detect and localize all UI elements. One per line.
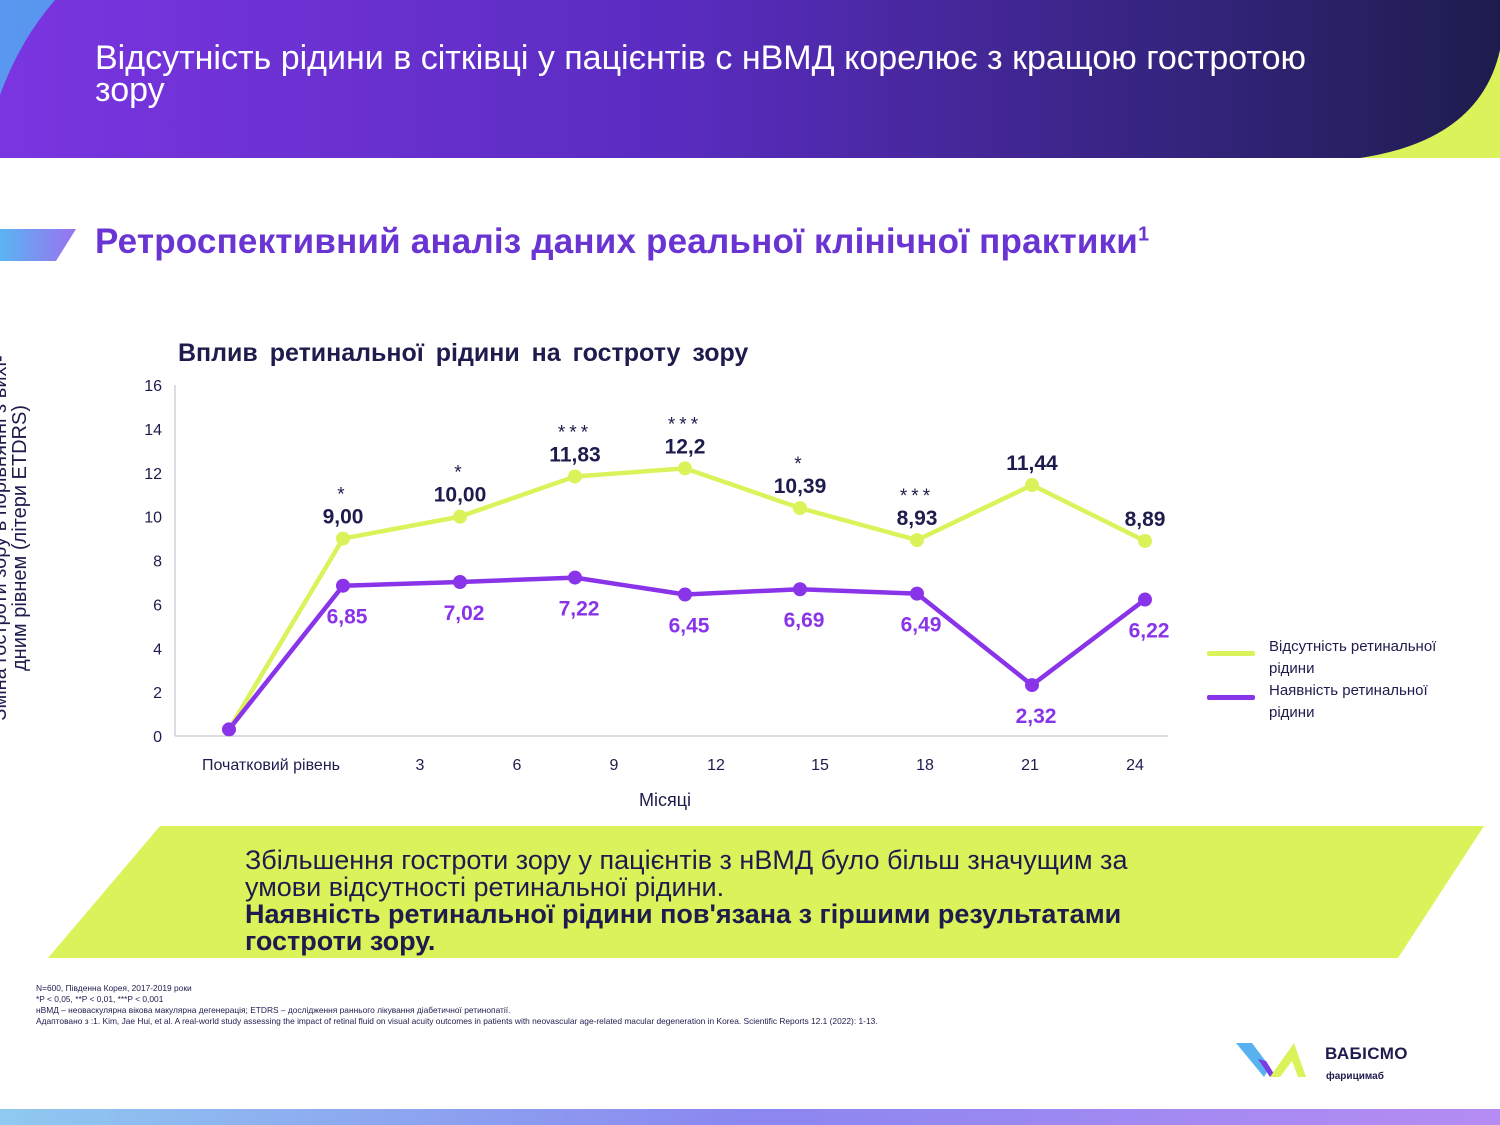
conclusion-line-2: умови відсутності ретинальної рідини.: [245, 872, 725, 902]
data-label: 8,89: [1125, 508, 1166, 531]
x-tick-label: 6: [513, 757, 522, 774]
x-tick-label: 24: [1126, 757, 1144, 774]
x-tick-label: 9: [610, 757, 619, 774]
data-point: [568, 469, 582, 484]
y-tick-label: 12: [144, 466, 162, 483]
data-label: 6,69: [784, 609, 825, 632]
x-tick-label: 3: [416, 757, 425, 774]
footnote-reference: Адаптовано з :1. Kim, Jae Hui, et al. A …: [36, 1016, 878, 1026]
data-point: [678, 461, 692, 476]
y-tick-label: 8: [153, 554, 162, 571]
significance-marker: *: [454, 463, 465, 484]
data-point: [222, 722, 236, 737]
data-label: 10,00: [434, 484, 487, 507]
data-label: 8,93: [897, 507, 938, 530]
data-point: [793, 582, 807, 597]
data-point: [453, 509, 467, 524]
y-tick-label: 2: [153, 685, 162, 702]
section-title-footnote-ref: 1: [1137, 223, 1150, 246]
x-tick-label: Початковий рівень: [202, 757, 340, 774]
data-label: 10,39: [774, 475, 827, 498]
data-point: [678, 587, 692, 602]
conclusion-line-1: Збільшення гостроти зору у пацієнтів з н…: [245, 845, 1128, 875]
legend-label-present: Наявність ретинальної рідини: [1269, 682, 1428, 721]
data-point: [1138, 533, 1152, 548]
y-tick-label: 6: [153, 597, 162, 614]
significance-marker: ***: [558, 422, 592, 443]
data-point: [336, 531, 350, 546]
chart-title: Вплив ретинальної рідини на гостроту зор…: [178, 339, 749, 367]
data-point: [910, 533, 924, 548]
bottom-decoration-bar: [0, 1109, 1500, 1125]
x-tick-label: 21: [1021, 757, 1039, 774]
chart-legend: Відсутність ретинальної рідини Наявність …: [1207, 636, 1477, 724]
page-title: Відсутність рідини в сітківці у пацієнті…: [95, 39, 1307, 109]
data-label: 7,02: [444, 602, 485, 625]
legend-label-absent: Відсутність ретинальної рідини: [1269, 638, 1437, 677]
y-tick-label: 0: [153, 729, 162, 746]
data-point: [568, 570, 582, 585]
significance-marker: *: [337, 485, 348, 506]
data-label: 7,22: [559, 598, 600, 621]
data-label: 9,00: [323, 506, 364, 529]
conclusion-line-3: Наявність ретинальної рідини пов'язана з…: [245, 899, 1122, 929]
data-label: 11,83: [549, 443, 600, 466]
section-title-text: Ретроспективний аналіз даних реальної кл…: [95, 222, 1138, 261]
x-tick-label: 15: [811, 757, 829, 774]
conclusion-text: Збільшення гостроти зору у пацієнтів з н…: [245, 847, 1365, 955]
data-point: [1025, 678, 1039, 693]
data-label: 6,49: [901, 614, 942, 637]
significance-marker: ***: [900, 486, 934, 507]
data-label: 6,45: [669, 615, 710, 638]
x-tick-label: 12: [707, 757, 725, 774]
x-tick-label: 18: [916, 757, 934, 774]
x-axis-label: Місяці: [639, 790, 691, 810]
section-accent-icon: [0, 229, 76, 261]
significance-marker: ***: [668, 414, 702, 435]
conclusion-line-4: гостроти зору.: [245, 926, 436, 956]
vabysmo-logo-icon: [1236, 1043, 1306, 1077]
data-label: 2,32: [1016, 705, 1057, 728]
y-tick-label: 14: [144, 422, 162, 439]
header-decoration: [0, 0, 1500, 158]
data-point: [1025, 478, 1039, 493]
significance-marker: *: [794, 454, 805, 475]
footnote-abbreviations: нВМД – неоваскулярна вікова макулярна де…: [36, 1005, 511, 1015]
data-label: 12,2: [665, 435, 706, 458]
data-point: [453, 574, 467, 589]
header-banner: Відсутність рідини в сітківці у пацієнті…: [0, 0, 1500, 158]
y-tick-label: 4: [153, 641, 162, 658]
legend-swatch-present: [1207, 695, 1255, 700]
data-point: [793, 501, 807, 516]
data-label: 6,22: [1129, 620, 1170, 643]
section-title: Ретроспективний аналіз даних реальної кл…: [95, 222, 1149, 262]
logo-brand-name: ВАБІСМО: [1325, 1044, 1408, 1063]
footnote-pvalues: *P < 0,05, **P < 0,01, ***P < 0,001: [36, 994, 164, 1004]
legend-item-absent: Відсутність ретинальної рідини: [1207, 636, 1477, 680]
legend-swatch-absent: [1207, 651, 1255, 656]
y-tick-label: 16: [144, 378, 162, 395]
data-label: 11,44: [1006, 452, 1058, 475]
data-point: [336, 578, 350, 593]
data-label: 6,85: [327, 606, 368, 629]
data-point: [910, 586, 924, 601]
logo-generic-name: фарицимаб: [1326, 1071, 1384, 1082]
footnote-sample: N=600, Південна Корея, 2017-2019 роки: [36, 983, 192, 993]
footnotes: N=600, Південна Корея, 2017-2019 роки *P…: [36, 983, 878, 1027]
legend-item-present: Наявність ретинальної рідини: [1207, 680, 1477, 724]
conclusion-banner: [48, 826, 1484, 958]
data-point: [1138, 592, 1152, 607]
y-tick-label: 10: [144, 510, 162, 527]
